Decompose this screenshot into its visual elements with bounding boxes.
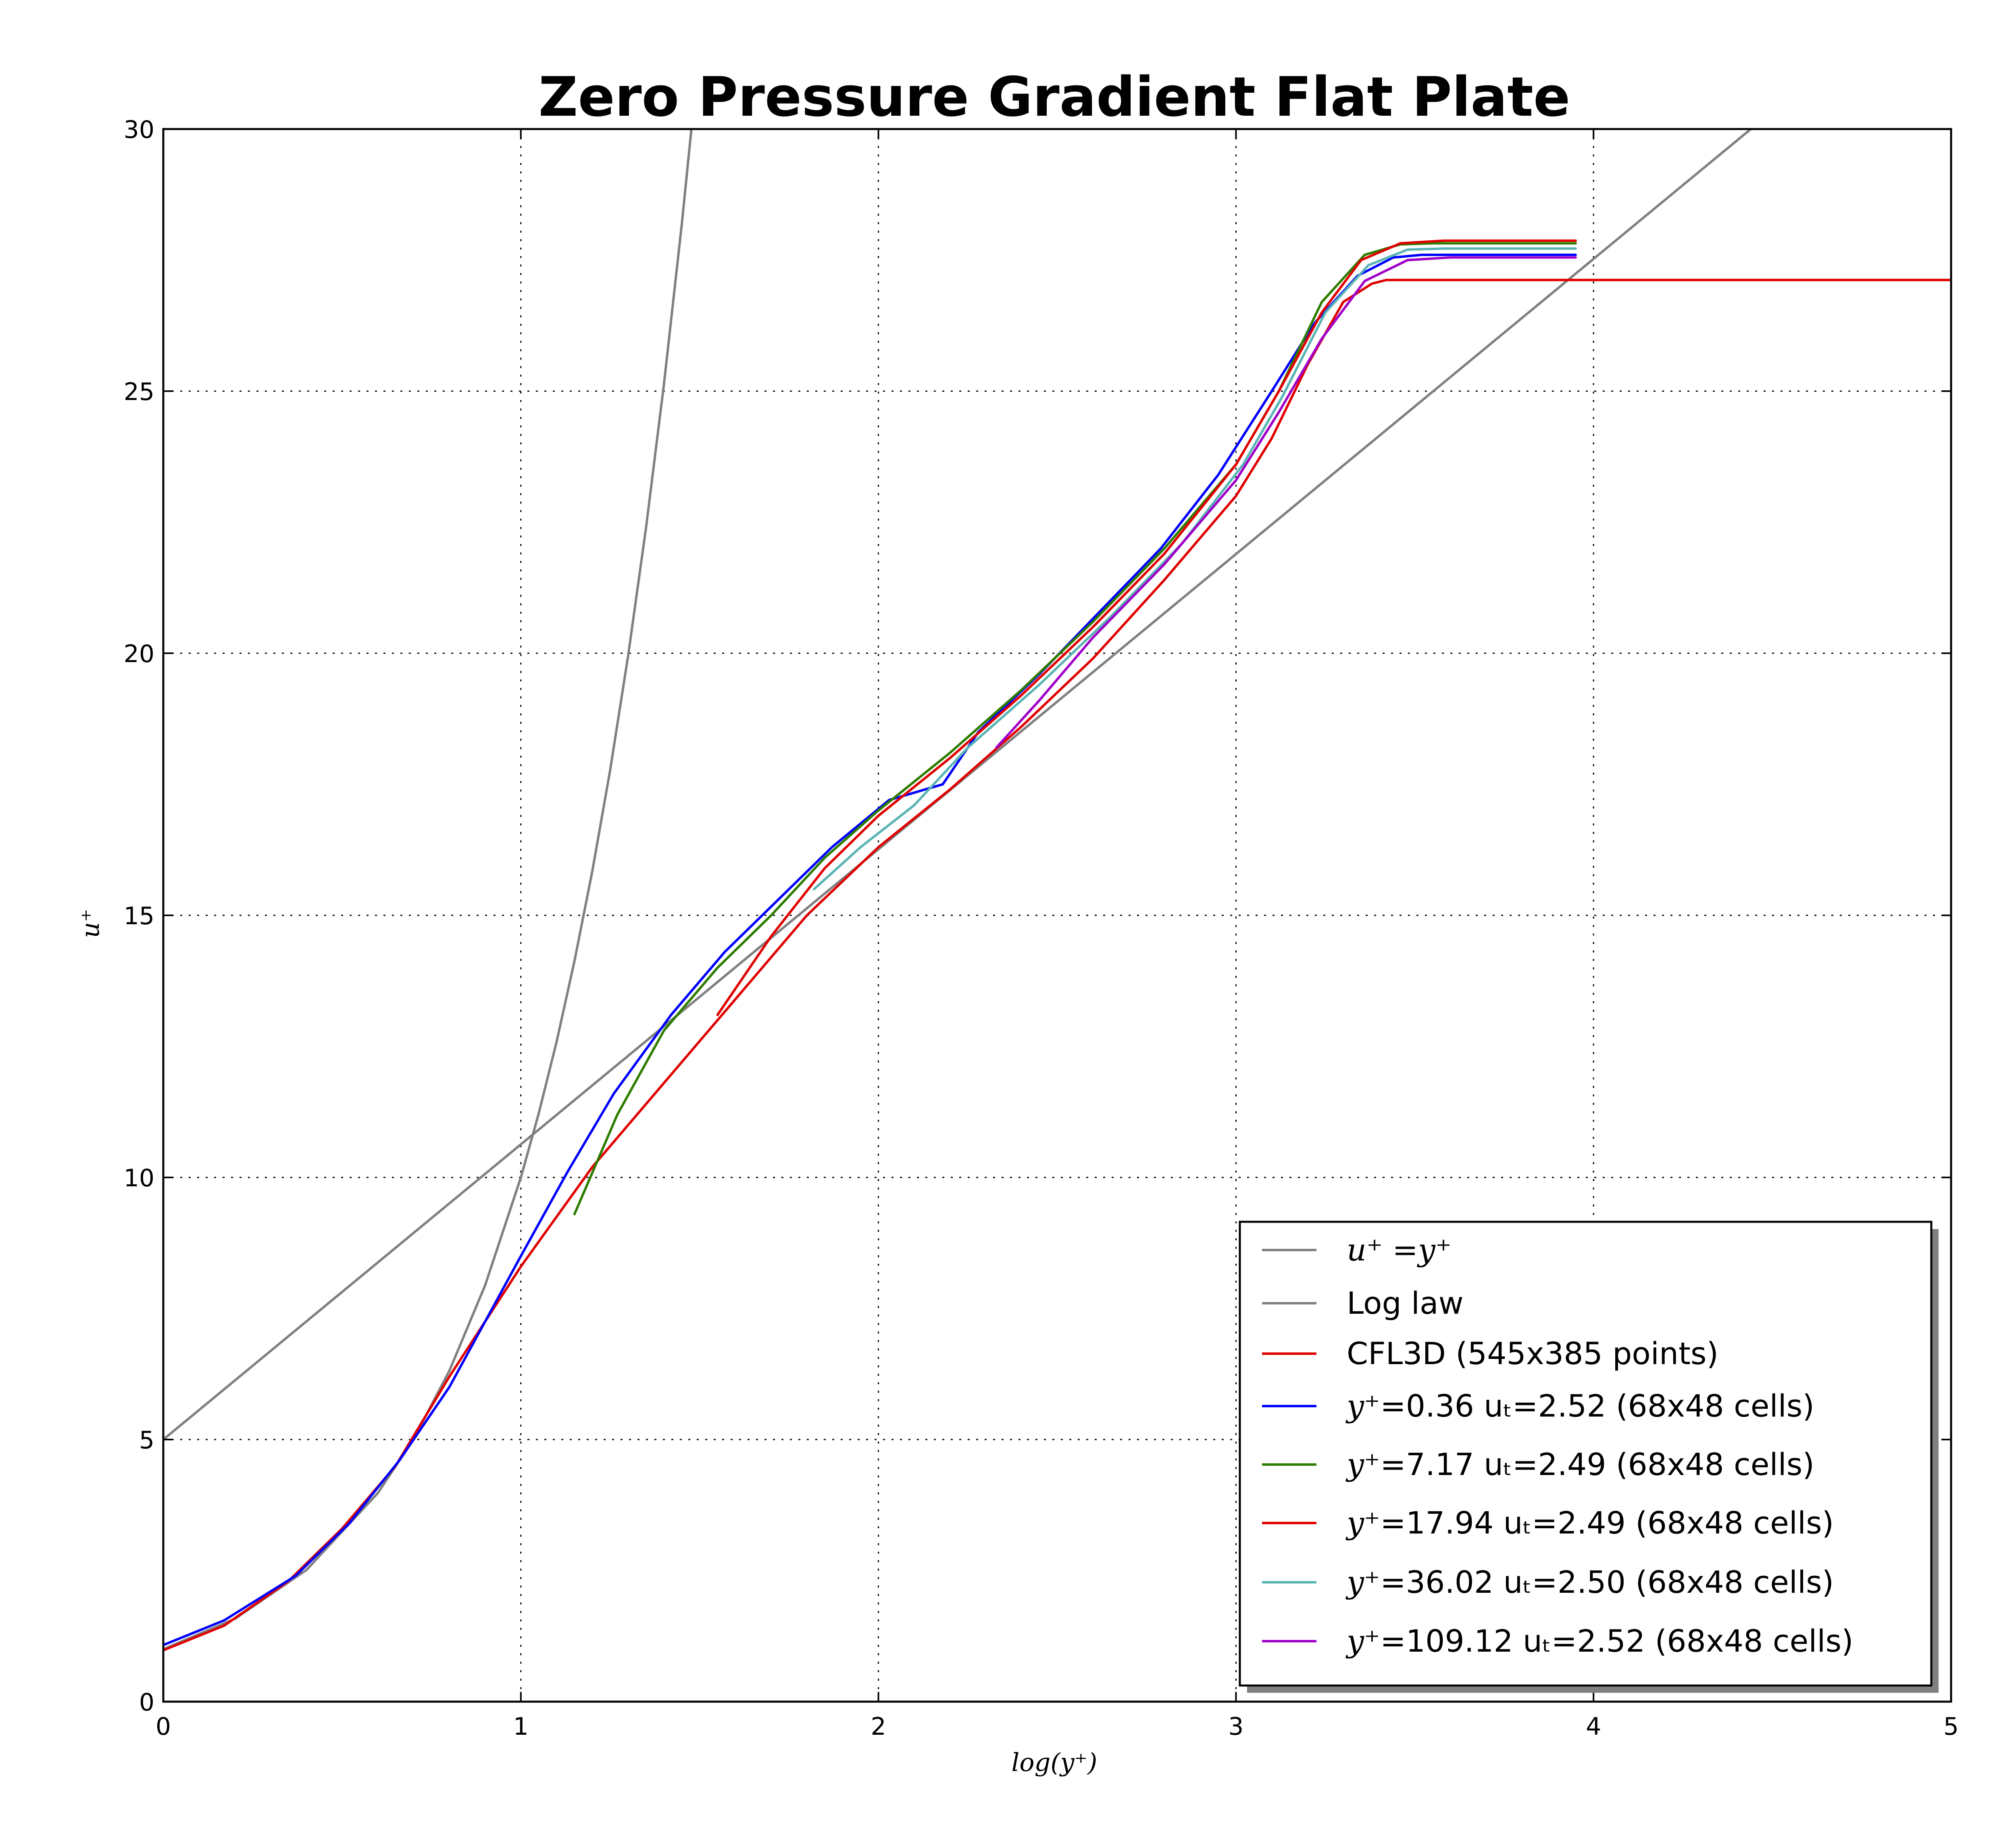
x-axis-label: log(y⁺) bbox=[1012, 1748, 1098, 1777]
x-tick-label: 5 bbox=[1943, 1713, 1959, 1741]
y-tick-label: 20 bbox=[124, 640, 154, 668]
y-tick-label: 15 bbox=[124, 902, 154, 930]
y-tick-label: 30 bbox=[124, 116, 154, 144]
legend-box bbox=[1239, 1221, 1933, 1687]
legend-label-4: y⁺=7.17 uₜ=2.49 (68x48 cells) bbox=[1345, 1446, 1814, 1482]
x-tick-label: 1 bbox=[513, 1713, 529, 1741]
axis-ticks: 0 1 2 3 4 5 0 5 10 15 20 25 30 bbox=[124, 116, 1959, 1741]
y-tick-label: 10 bbox=[124, 1164, 154, 1192]
x-tick-label: 0 bbox=[156, 1713, 171, 1741]
legend-label-5: y⁺=17.94 uₜ=2.49 (68x48 cells) bbox=[1345, 1505, 1834, 1541]
grid bbox=[163, 129, 1951, 1702]
legend-label-1: Log law bbox=[1347, 1285, 1464, 1321]
y-axis-label: u⁺ bbox=[75, 909, 105, 938]
x-tick-label: 2 bbox=[871, 1713, 886, 1741]
y-tick-label: 0 bbox=[139, 1688, 154, 1717]
series-line-7 bbox=[995, 256, 1577, 749]
chart-title: Zero Pressure Gradient Flat Plate bbox=[539, 65, 1570, 129]
series-line-6 bbox=[813, 247, 1577, 890]
series-layer bbox=[163, 129, 1951, 1652]
x-tick-label: 3 bbox=[1228, 1713, 1243, 1741]
legend-label-0: u⁺ =y⁺ bbox=[1347, 1232, 1452, 1268]
y-tick-label: 25 bbox=[124, 378, 154, 406]
series-line-4 bbox=[573, 242, 1577, 1215]
series-line-5 bbox=[716, 239, 1577, 1016]
series-line-0 bbox=[163, 129, 693, 1650]
legend-label-3: y⁺=0.36 uₜ=2.52 (68x48 cells) bbox=[1345, 1388, 1814, 1424]
legend: u⁺ =y⁺ Log law CFL3D (545x385 points) y⁺=0.… bbox=[1239, 1221, 1939, 1693]
y-tick-label: 5 bbox=[139, 1426, 154, 1454]
legend-label-7: y⁺=109.12 uₜ=2.52 (68x48 cells) bbox=[1345, 1623, 1854, 1659]
legend-label-6: y⁺=36.02 uₜ=2.50 (68x48 cells) bbox=[1345, 1564, 1834, 1600]
x-tick-label: 4 bbox=[1586, 1713, 1601, 1741]
legend-label-2: CFL3D (545x385 points) bbox=[1347, 1336, 1718, 1371]
